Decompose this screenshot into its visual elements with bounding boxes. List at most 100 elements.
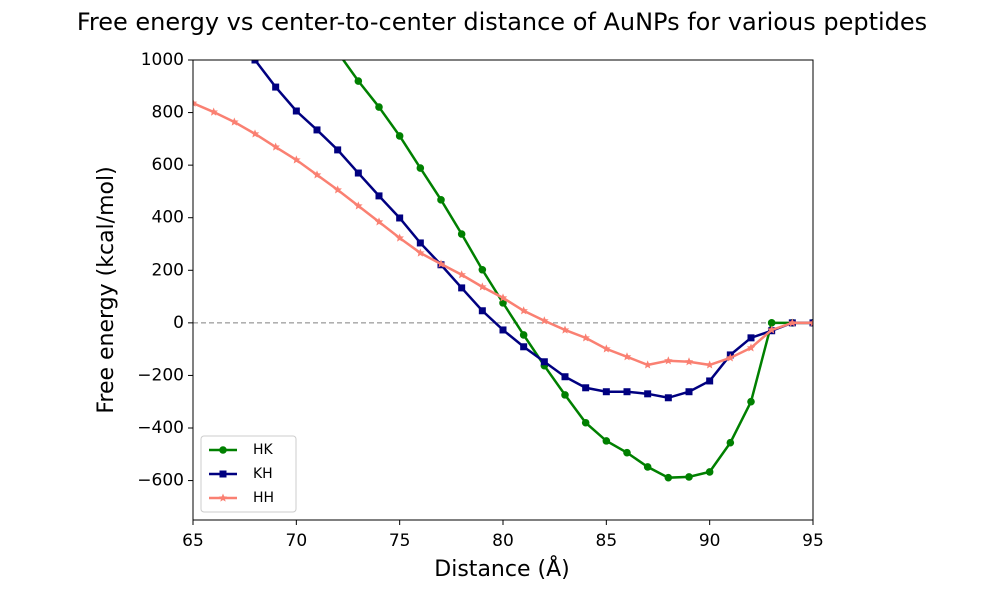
marker [478,265,487,274]
marker [746,343,756,352]
legend-label: KH [253,466,273,482]
marker [271,142,280,151]
x-tick-label: 75 [389,531,411,551]
marker [602,388,610,396]
marker [436,259,446,268]
y-tick-label: 0 [173,313,184,333]
marker [581,333,590,342]
y-tick-label: −400 [137,418,184,438]
marker [499,326,507,334]
legend-label: HH [253,490,274,506]
y-tick-label: 600 [152,155,184,175]
x-tick-label: 85 [596,531,618,551]
plot-area [193,48,813,482]
marker [416,164,425,172]
marker [437,196,445,204]
marker [519,306,528,315]
marker [395,132,404,140]
series-line [193,101,813,367]
series-line [254,60,813,400]
marker [312,170,322,179]
marker [643,360,652,369]
marker [272,83,280,91]
y-axis-label: Free energy (kcal/mol) [94,166,119,413]
marker [416,239,424,247]
y-tick-label: 400 [152,208,184,228]
marker [250,129,260,138]
marker [193,98,198,107]
y-tick-label: 800 [152,103,184,123]
marker [561,391,569,399]
marker [685,473,693,481]
marker [726,353,735,362]
marker [230,117,239,126]
marker [374,217,384,226]
marker [705,468,714,476]
marker [788,318,797,327]
marker [395,233,404,242]
legend-marker [219,446,227,454]
x-tick-label: 95 [802,531,824,551]
x-tick-label: 65 [182,531,204,551]
marker [498,293,508,302]
marker [457,230,466,238]
marker [354,77,363,85]
y-tick-label: −600 [137,471,184,491]
marker [643,463,652,471]
x-axis-label: Distance (Å) [434,555,569,582]
marker [334,146,342,154]
marker [581,418,590,427]
marker [416,248,425,257]
x-tick-label: 70 [286,531,308,551]
marker [540,316,549,325]
marker [520,343,528,351]
y-tick-label: −200 [137,365,184,385]
chart-title: Free energy vs center-to-center distance… [77,8,927,36]
marker [334,48,342,56]
y-tick-label: 1000 [141,50,184,70]
marker [602,344,611,353]
marker [664,473,673,482]
marker [726,438,735,447]
marker [561,373,569,381]
marker [292,155,301,164]
marker [767,319,776,327]
x-tick-label: 90 [699,531,721,551]
marker [664,394,672,402]
marker [705,360,714,369]
marker [747,397,755,406]
marker [354,169,362,177]
marker [582,384,590,392]
marker [664,356,673,365]
marker [560,325,570,334]
marker [251,60,259,64]
x-tick-label: 80 [492,531,514,551]
marker [458,284,466,292]
marker [644,390,652,398]
marker [623,388,631,396]
marker [623,448,631,457]
marker [375,103,383,111]
marker [478,282,487,291]
marker [602,437,611,445]
y-tick-label: 200 [152,260,184,280]
marker [457,270,466,279]
marker [292,107,300,115]
marker [685,388,693,396]
marker [519,331,528,339]
legend-box [200,435,297,513]
marker [808,318,813,327]
marker [706,377,714,385]
marker [767,325,776,334]
marker [540,358,548,366]
marker [396,214,404,222]
legend-label: HK [253,442,274,458]
legend: HK KH HH [200,435,297,513]
marker [478,307,486,315]
marker [209,107,218,116]
marker [747,334,755,342]
legend-marker [219,470,227,478]
marker [313,126,321,134]
